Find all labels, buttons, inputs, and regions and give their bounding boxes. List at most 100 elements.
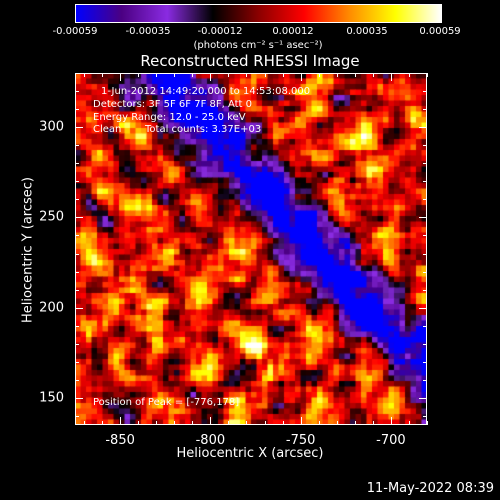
x-tick-label: -700	[376, 433, 406, 448]
axis-tick	[120, 73, 122, 81]
axis-tick	[75, 181, 79, 183]
axis-tick	[75, 91, 79, 93]
y-tick-label: 150	[39, 390, 64, 406]
axis-tick	[75, 415, 79, 417]
axis-tick	[427, 421, 428, 425]
axis-tick	[419, 307, 427, 309]
annotation-method: Clean	[93, 124, 122, 135]
axis-tick	[354, 73, 356, 77]
axis-tick	[408, 73, 410, 77]
axis-tick	[84, 73, 86, 77]
axis-tick	[192, 421, 194, 425]
axis-tick	[390, 417, 392, 425]
axis-tick	[75, 73, 79, 74]
x-axis-title: Heliocentric X (arcsec)	[176, 446, 324, 461]
axis-tick	[192, 73, 194, 77]
axis-tick	[318, 73, 320, 77]
axis-tick	[75, 343, 79, 345]
heatmap-image	[75, 73, 427, 425]
colorbar-tick-label: -0.00059	[52, 26, 98, 37]
x-tick-label: -750	[285, 433, 316, 448]
axis-tick	[120, 417, 122, 425]
plot-frame	[75, 73, 427, 425]
axis-tick	[423, 235, 427, 237]
axis-tick	[102, 73, 104, 77]
axis-tick	[75, 145, 79, 147]
axis-tick	[300, 417, 302, 425]
axis-tick	[84, 421, 86, 425]
axis-tick	[423, 199, 427, 201]
colorbar-tick-label: 0.00059	[419, 26, 461, 37]
axis-tick	[282, 73, 284, 77]
axis-tick	[75, 289, 79, 291]
axis-tick	[419, 397, 427, 399]
axis-tick	[75, 379, 79, 381]
axis-tick	[156, 421, 158, 425]
annotation-detectors: Detectors: 3F 5F 6F 7F 8F, Att 0	[93, 99, 253, 110]
axis-tick	[75, 199, 79, 201]
axis-tick	[318, 421, 320, 425]
axis-tick	[423, 415, 427, 417]
axis-tick	[423, 271, 427, 273]
axis-tick	[75, 235, 79, 237]
axis-tick	[102, 421, 104, 425]
axis-tick	[75, 127, 83, 129]
axis-tick	[75, 253, 79, 255]
y-tick-label: 250	[39, 209, 64, 225]
axis-tick	[354, 421, 356, 425]
axis-tick	[390, 73, 392, 81]
annotation-counts: Total counts: 3.37E+03	[145, 124, 262, 135]
axis-tick	[336, 421, 338, 425]
axis-tick	[427, 73, 428, 77]
colorbar-gradient	[76, 5, 441, 22]
axis-tick	[75, 361, 79, 363]
axis-tick	[174, 73, 176, 77]
axis-tick	[423, 91, 427, 93]
x-tick-label: -850	[105, 433, 135, 448]
annotation-peak-position: Position of Peak = [-776,178]	[93, 397, 240, 408]
colorbar-tick-label: -0.00035	[125, 26, 171, 37]
colorbar-tick-label: 0.00012	[272, 26, 314, 37]
axis-tick	[228, 73, 230, 77]
annotation-energy: Energy Range: 12.0 - 25.0 keV	[93, 112, 246, 123]
y-axis-title: Heliocentric Y (arcsec)	[20, 177, 36, 323]
axis-tick	[156, 73, 158, 77]
axis-tick	[423, 379, 427, 381]
axis-tick	[300, 73, 302, 81]
colorbar-units: (photons cm⁻² s⁻¹ asec⁻²)	[193, 40, 323, 51]
axis-tick	[372, 73, 374, 77]
axis-tick	[246, 73, 248, 77]
axis-tick	[210, 417, 212, 425]
colorbar-tick-label: -0.00012	[197, 26, 243, 37]
axis-tick	[423, 109, 427, 111]
annotation-time-range: 1-Jun-2012 14:49:20.000 to 14:53:08.000	[101, 86, 311, 97]
axis-tick	[75, 109, 79, 111]
axis-tick	[75, 397, 83, 399]
y-tick-label: 200	[39, 300, 64, 316]
colorbar-tick-label: 0.00035	[346, 26, 388, 37]
axis-tick	[174, 421, 176, 425]
axis-tick	[264, 421, 266, 425]
axis-tick	[423, 253, 427, 255]
axis-tick	[75, 307, 83, 309]
axis-tick	[282, 421, 284, 425]
axis-tick	[75, 217, 83, 219]
axis-tick	[419, 127, 427, 129]
axis-tick	[423, 73, 427, 74]
chart-title: Reconstructed RHESSI Image	[140, 52, 360, 70]
axis-tick	[423, 181, 427, 183]
axis-tick	[423, 343, 427, 345]
axis-tick	[423, 361, 427, 363]
y-tick-label: 300	[39, 119, 64, 135]
axis-tick	[228, 421, 230, 425]
axis-tick	[423, 325, 427, 327]
axis-tick	[138, 73, 140, 77]
axis-tick	[75, 325, 79, 327]
axis-tick	[423, 145, 427, 147]
axis-tick	[372, 421, 374, 425]
x-tick-label: -800	[195, 433, 226, 448]
axis-tick	[75, 271, 79, 273]
axis-tick	[423, 163, 427, 165]
axis-tick	[138, 421, 140, 425]
axis-tick	[408, 421, 410, 425]
